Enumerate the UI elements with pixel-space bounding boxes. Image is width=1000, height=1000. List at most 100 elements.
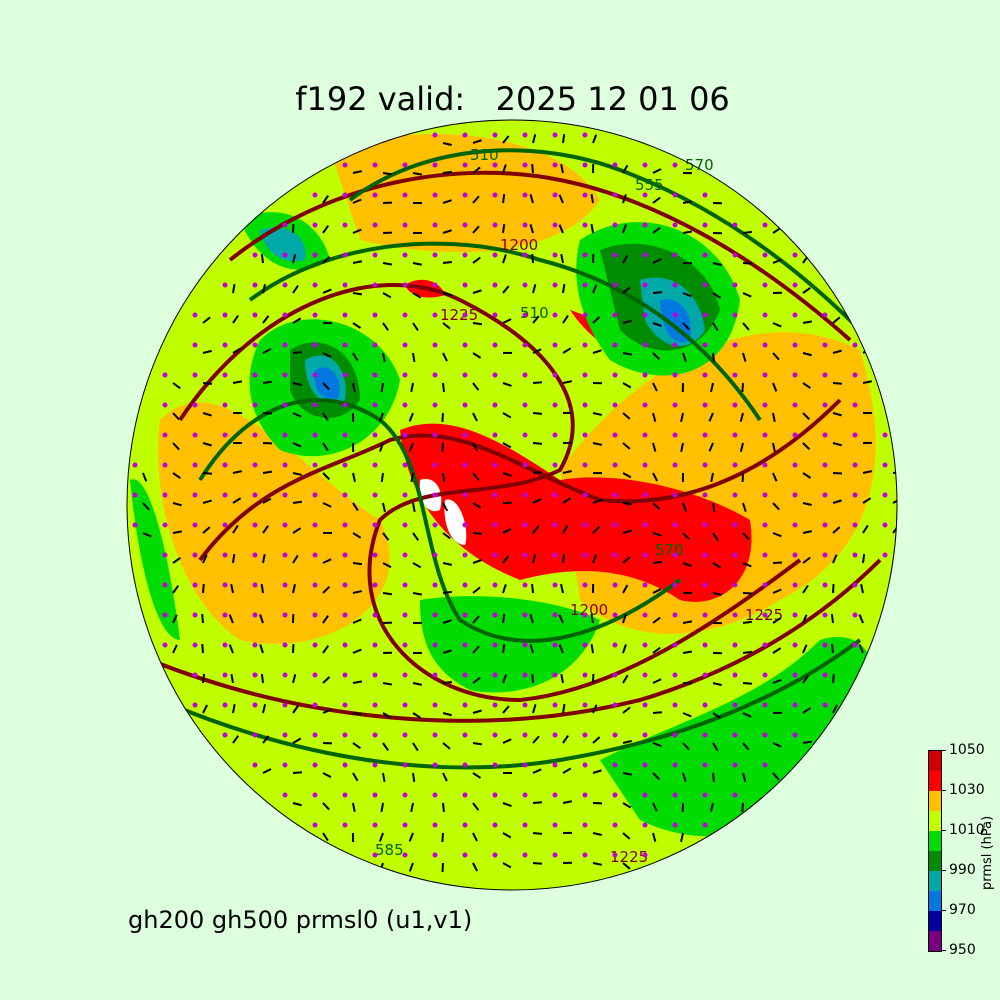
- wind-barb: [232, 470, 243, 474]
- wind-barb: [379, 442, 384, 452]
- wind-barb: [712, 532, 719, 542]
- wind-barb: [832, 526, 841, 534]
- wind-barb: [202, 382, 213, 385]
- wind-dot: [372, 372, 378, 378]
- wind-dot: [732, 732, 738, 738]
- wind-barb: [382, 742, 389, 751]
- wind-barb: [622, 472, 632, 479]
- wind-dot: [612, 732, 618, 738]
- wind-barb: [172, 557, 181, 564]
- wind-barb: [502, 164, 507, 174]
- wind-barb: [412, 712, 422, 719]
- wind-barb: [502, 584, 507, 594]
- wind-dot: [342, 462, 348, 468]
- wind-dot: [762, 252, 768, 258]
- wind-barb: [442, 590, 453, 594]
- wind-dot: [762, 432, 768, 438]
- wind-barb: [142, 532, 152, 538]
- wind-dot: [282, 282, 288, 288]
- wind-dot: [222, 432, 228, 438]
- wind-barb: [742, 532, 750, 541]
- wind-barb: [502, 674, 508, 684]
- wind-barb: [502, 555, 510, 564]
- wind-barb: [562, 314, 569, 324]
- wind-barb: [172, 644, 178, 654]
- svg-text:570: 570: [685, 156, 714, 174]
- wind-barb: [472, 195, 480, 204]
- wind-dot: [402, 192, 408, 198]
- wind-barb: [502, 382, 512, 387]
- wind-dot: [312, 402, 318, 408]
- wind-barb: [292, 584, 296, 594]
- wind-dot: [342, 552, 348, 558]
- wind-dot: [612, 222, 618, 228]
- wind-barb: [408, 832, 414, 842]
- wind-dot: [372, 492, 378, 498]
- wind-dot: [612, 582, 618, 588]
- wind-barb: [352, 648, 362, 654]
- wind-dot: [672, 792, 678, 798]
- wind-dot: [822, 312, 828, 318]
- wind-barb: [502, 442, 512, 449]
- wind-barb: [292, 382, 302, 387]
- wind-barb: [562, 283, 566, 294]
- wind-dot: [672, 582, 678, 588]
- wind-barb: [802, 382, 811, 389]
- wind-barb: [652, 742, 662, 748]
- wind-barb: [712, 262, 722, 266]
- wind-barb: [442, 199, 452, 204]
- wind-dot: [402, 432, 408, 438]
- wind-barb: [412, 172, 423, 176]
- wind-dot: [402, 312, 408, 318]
- wind-dot: [492, 192, 498, 198]
- wind-barb: [352, 170, 363, 174]
- wind-dot: [492, 132, 498, 138]
- wind-dot: [372, 612, 378, 618]
- wind-barb: [652, 560, 663, 564]
- wind-dot: [312, 762, 318, 768]
- colorbar-band: [929, 751, 941, 771]
- wind-barb: [502, 472, 512, 477]
- colorbar-band: [929, 851, 941, 871]
- wind-barb: [412, 352, 416, 363]
- wind-dot: [642, 432, 648, 438]
- wind-barb: [172, 614, 178, 624]
- colorbar-tick: 990: [941, 862, 976, 878]
- wind-dot: [642, 162, 648, 168]
- wind-dot: [222, 612, 228, 618]
- wind-barb: [502, 193, 506, 204]
- wind-dot: [732, 252, 738, 258]
- wind-barb: [532, 381, 543, 384]
- wind-barb: [442, 562, 453, 566]
- wind-dot: [612, 702, 618, 708]
- wind-barb: [262, 380, 273, 384]
- wind-dot: [702, 582, 708, 588]
- wind-dot: [822, 552, 828, 558]
- colorbar-tick: 1010: [941, 822, 985, 838]
- wind-dot: [252, 732, 258, 738]
- wind-barb: [742, 562, 752, 568]
- wind-dot: [792, 342, 798, 348]
- wind-dot: [552, 642, 558, 648]
- wind-dot: [312, 672, 318, 678]
- wind-dot: [312, 312, 318, 318]
- svg-text:1200: 1200: [500, 236, 538, 254]
- wind-dot: [372, 282, 378, 288]
- wind-barb: [352, 712, 363, 716]
- wind-dot: [312, 342, 318, 348]
- wind-dot: [432, 552, 438, 558]
- wind-barb: [742, 262, 753, 265]
- wind-dot: [672, 642, 678, 648]
- wind-barb: [292, 442, 302, 448]
- wind-barb: [562, 470, 572, 474]
- wind-dot: [612, 402, 618, 408]
- wind-dot: [672, 282, 678, 288]
- wind-barb: [652, 322, 662, 327]
- wind-barb: [442, 472, 446, 483]
- wind-barb: [830, 613, 834, 624]
- colorbar-band: [929, 911, 941, 931]
- globe-outline: [126, 119, 898, 891]
- wind-barb: [772, 588, 782, 594]
- wind-dot: [282, 642, 288, 648]
- wind-barb: [292, 472, 303, 476]
